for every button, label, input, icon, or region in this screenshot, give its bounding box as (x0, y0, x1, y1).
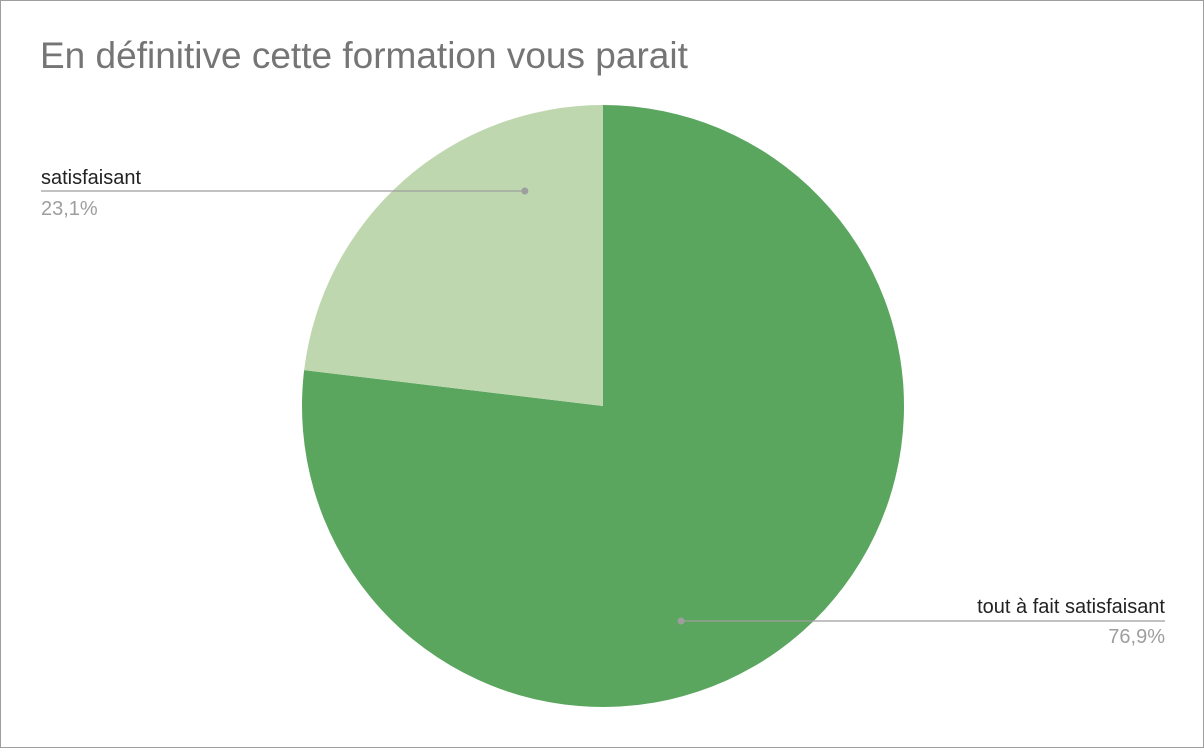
leader-dot-0 (677, 617, 685, 625)
slice-percent-1: 23,1% (41, 198, 98, 220)
slice-label-1: satisfaisant (41, 167, 141, 189)
leader-dot-1 (521, 187, 529, 195)
slice-percent-0: 76,9% (1108, 626, 1165, 648)
chart-title: En définitive cette formation vous parai… (40, 35, 688, 76)
pie-slice-1 (304, 105, 603, 406)
slice-label-0: tout à fait satisfaisant (977, 596, 1165, 618)
